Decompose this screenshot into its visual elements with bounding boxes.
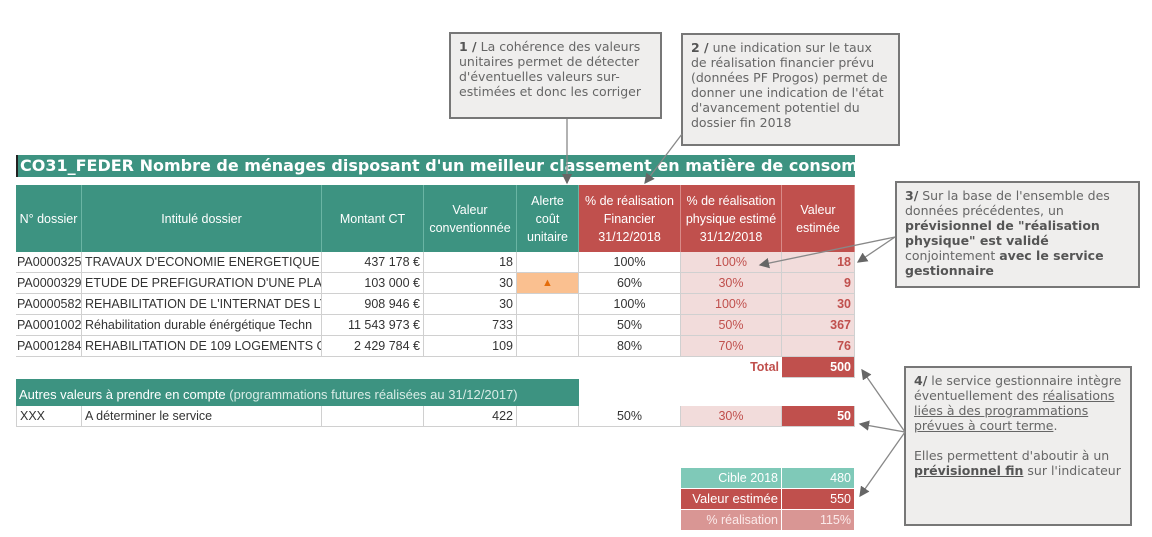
table-cell: 30% [681, 273, 782, 294]
table-cell: 70% [681, 336, 782, 357]
table-cell: XXX [16, 406, 82, 427]
arrow-note-3a [758, 236, 896, 269]
column-header: Valeur estimée [782, 185, 855, 252]
arrow-note-4a [861, 368, 906, 433]
summary-value: 550 [782, 489, 855, 510]
note-text: une indication sur le taux de réalisatio… [691, 40, 888, 130]
arrow-note-3b [856, 236, 896, 263]
alert-cell [517, 294, 579, 315]
note-number: 2 / [691, 40, 709, 55]
table-cell: REHABILITATION DE L'INTERNAT DES LYC [82, 294, 322, 315]
note-3: 3/ Sur la base de l'ensemble des données… [895, 181, 1140, 288]
arrow-note-4c [859, 431, 906, 498]
note-text: Sur la base de l'ensemble des données pr… [905, 188, 1110, 218]
total-label: Total [750, 360, 779, 374]
indicator-title: CO31_FEDER Nombre de ménages disposant d… [16, 155, 855, 177]
table-cell: 18 [424, 252, 517, 273]
column-header: Valeur conventionnée [424, 185, 517, 252]
table-cell: PA0001284 [16, 336, 82, 357]
note-text: La cohérence des valeurs unitaires perme… [459, 39, 642, 99]
table-cell: 76 [782, 336, 855, 357]
alert-cell [517, 315, 579, 336]
table-cell: PA0000329 [16, 273, 82, 294]
table-cell: 50% [579, 315, 681, 336]
total-value: 500 [782, 357, 855, 378]
column-header: Intitulé dossier [82, 185, 322, 252]
table-cell: 733 [424, 315, 517, 336]
note-bold: prévisionnel de "réalisation physique" e… [905, 218, 1100, 248]
table-cell: 50 [782, 406, 855, 427]
note-4: 4/ le service gestionnaire intègre évent… [904, 366, 1132, 526]
note-text: sur l'indicateur [1027, 463, 1121, 478]
note-1: 1 / La cohérence des valeurs unitaires p… [449, 32, 662, 119]
note-number: 4/ [914, 373, 928, 388]
table-cell: 437 178 € [322, 252, 424, 273]
column-header: N° dossier [16, 185, 82, 252]
table-cell: PA0001002 [16, 315, 82, 336]
other-title-light: (programmations futures réalisées au 31/… [229, 387, 518, 402]
note-underlined: réalisations liées à des programmations … [914, 388, 1115, 433]
table-cell: 80% [579, 336, 681, 357]
table-cell: TRAVAUX D'ECONOMIE ENERGETIQUE B [82, 252, 322, 273]
table-cell: Réhabilitation durable énérgétique Techn [82, 315, 322, 336]
note-number: 1 / [459, 39, 477, 54]
note-text: Elles permettent d'aboutir à un [914, 448, 1110, 463]
note-text: conjointement [905, 248, 996, 263]
table-cell: 100% [579, 252, 681, 273]
table-cell: 30 [424, 273, 517, 294]
summary-label: Cible 2018 [681, 468, 782, 489]
table-cell: A déterminer le service [82, 406, 322, 427]
table-cell: REHABILITATION DE 109 LOGEMENTS CC [82, 336, 322, 357]
table-cell: 109 [424, 336, 517, 357]
note-number: 3/ [905, 188, 919, 203]
table-cell: 103 000 € [322, 273, 424, 294]
column-header: Alerte coût unitaire [517, 185, 579, 252]
table-cell: 367 [782, 315, 855, 336]
arrow-note-4b [858, 420, 906, 433]
summary-label: Valeur estimée [681, 489, 782, 510]
other-title-bold: Autres valeurs à prendre en compte [19, 387, 226, 402]
table-cell: PA0000325 [16, 252, 82, 273]
table-cell: 100% [681, 294, 782, 315]
summary-value: 480 [782, 468, 855, 489]
table-cell: PA0000582 [16, 294, 82, 315]
summary-value: 115% [782, 510, 855, 531]
table-cell: 9 [782, 273, 855, 294]
table-cell: 60% [579, 273, 681, 294]
table-cell: ETUDE DE PREFIGURATION D'UNE PLATE [82, 273, 322, 294]
table-cell: 30 [782, 294, 855, 315]
table-cell [517, 406, 579, 427]
alert-triangle-icon: ▲ [517, 273, 579, 294]
table-cell: 908 946 € [322, 294, 424, 315]
table-cell: 50% [579, 406, 681, 427]
other-values-header: Autres valeurs à prendre en compte (prog… [16, 379, 579, 406]
table-cell: 50% [681, 315, 782, 336]
table-cell: 100% [579, 294, 681, 315]
column-header: % de réalisation Financier 31/12/2018 [579, 185, 681, 252]
table-cell: 2 429 784 € [322, 336, 424, 357]
table-cell: 30% [681, 406, 782, 427]
note-text: le service gestionnaire intègre éventuel… [914, 373, 1122, 403]
arrow-note-2 [644, 133, 683, 185]
note-bold-underlined: prévisionnel fin [914, 463, 1024, 478]
table-cell: 30 [424, 294, 517, 315]
note-text: . [1053, 418, 1058, 433]
note-bold: avec le service gestionnaire [905, 248, 1104, 278]
summary-label: % réalisation [681, 510, 782, 531]
alert-cell [517, 336, 579, 357]
note-2: 2 / une indication sur le taux de réalis… [681, 33, 900, 146]
table-cell: 11 543 973 € [322, 315, 424, 336]
column-header: Montant CT [322, 185, 424, 252]
table-cell: 100% [681, 252, 782, 273]
table-cell: 422 [424, 406, 517, 427]
column-header: % de réalisation physique estimé 31/12/2… [681, 185, 782, 252]
alert-cell [517, 252, 579, 273]
table-cell [322, 406, 424, 427]
